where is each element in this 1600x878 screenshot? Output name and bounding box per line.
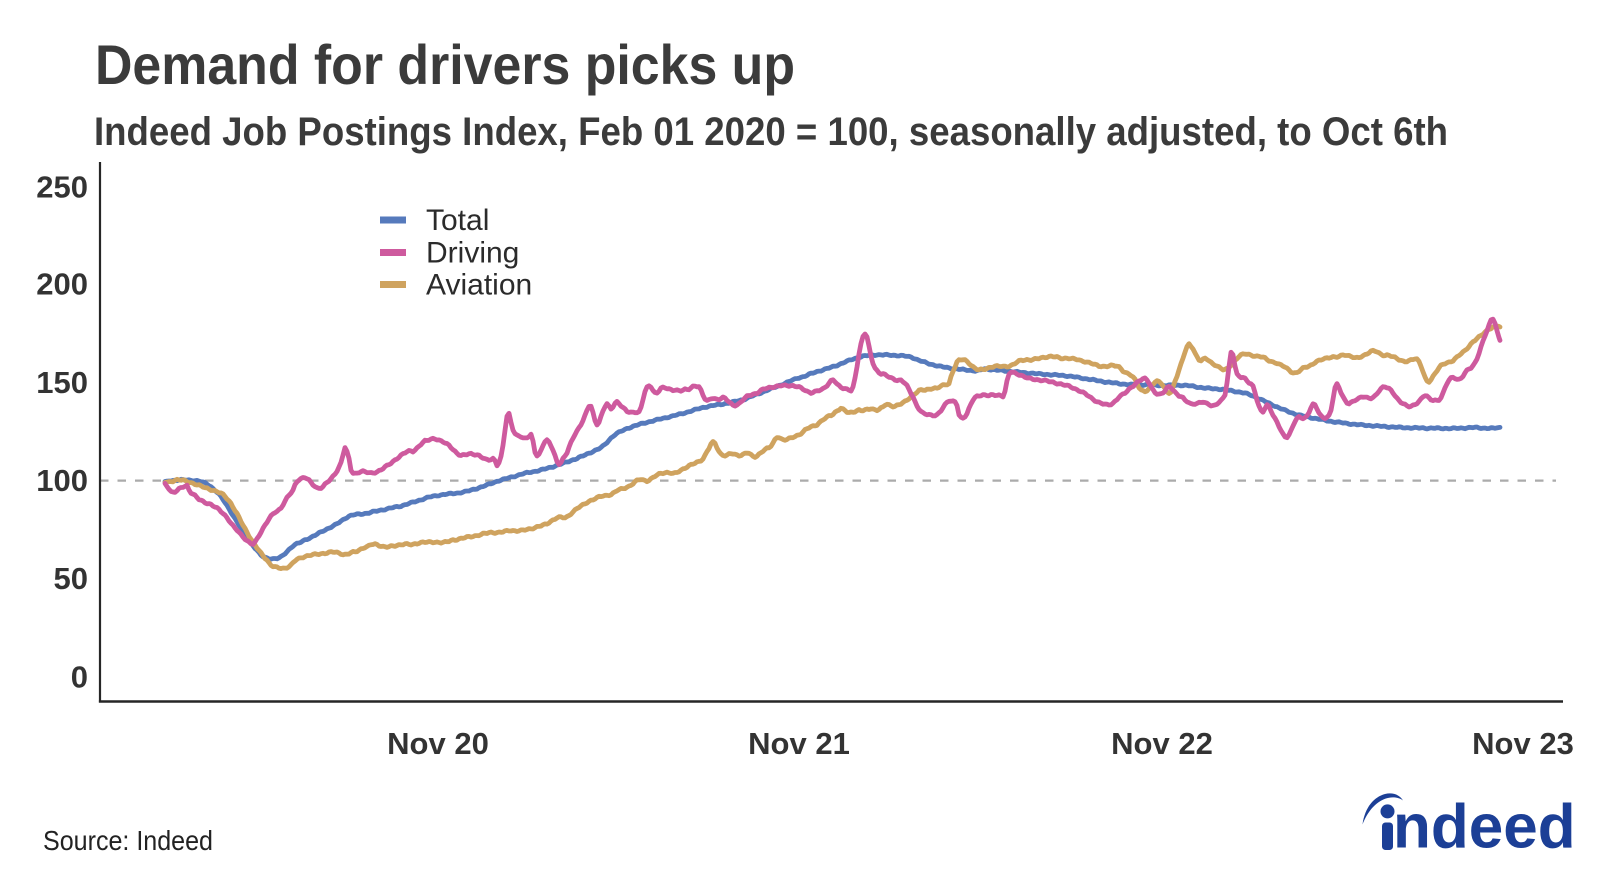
- svg-text:Demand for drivers picks up: Demand for drivers picks up: [95, 33, 795, 96]
- svg-text:Nov 22: Nov 22: [1111, 726, 1213, 761]
- svg-text:100: 100: [36, 463, 88, 498]
- svg-text:50: 50: [54, 561, 88, 596]
- svg-text:0: 0: [71, 660, 88, 695]
- svg-text:Indeed Job Postings Index, Feb: Indeed Job Postings Index, Feb 01 2020 =…: [94, 110, 1448, 154]
- svg-text:Aviation: Aviation: [426, 269, 532, 302]
- svg-text:Total: Total: [426, 204, 489, 237]
- svg-text:200: 200: [36, 267, 88, 302]
- svg-text:150: 150: [36, 365, 88, 400]
- svg-text:Source: Indeed: Source: Indeed: [43, 825, 213, 856]
- svg-text:250: 250: [36, 170, 88, 205]
- svg-text:ndeed: ndeed: [1393, 793, 1576, 862]
- svg-text:Driving: Driving: [426, 237, 519, 270]
- svg-text:Nov 23: Nov 23: [1472, 726, 1574, 761]
- svg-text:Nov 21: Nov 21: [748, 726, 850, 761]
- svg-text:Nov 20: Nov 20: [387, 726, 489, 761]
